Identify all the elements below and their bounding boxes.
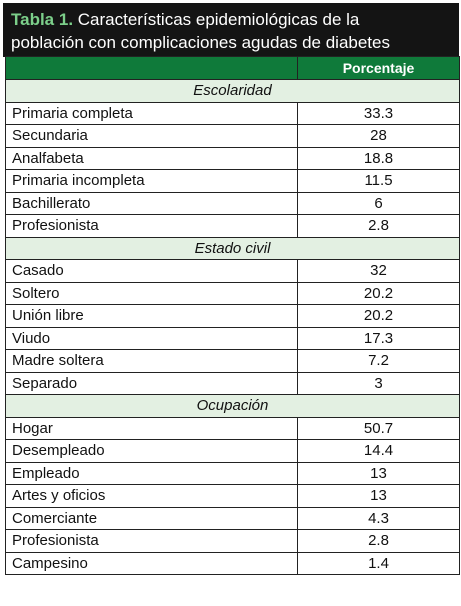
row-label: Casado [5,259,298,283]
section-row: Escolaridad [5,79,460,103]
section-title: Estado civil [5,236,460,260]
table-row: Madre soltera 7.2 [5,349,460,373]
table-row: Secundaria 28 [5,124,460,148]
row-label: Campesino [5,551,298,575]
table-row: Casado 32 [5,259,460,283]
row-value: 13 [297,461,460,485]
table-row: Soltero 20.2 [5,281,460,305]
row-value: 14.4 [297,439,460,463]
row-label: Primaria incompleta [5,169,298,193]
section-title: Escolaridad [5,79,460,103]
table-row: Hogar 50.7 [5,416,460,440]
row-label: Artes y oficios [5,484,298,508]
table-row: Analfabeta 18.8 [5,146,460,170]
row-value: 1.4 [297,551,460,575]
section-title: Ocupación [5,394,460,418]
table-caption: Tabla 1. Características epidemiológicas… [3,3,459,57]
table-row: Unión libre 20.2 [5,304,460,328]
section-row: Estado civil [5,236,460,260]
table-row: Separado 3 [5,371,460,395]
row-value: 20.2 [297,304,460,328]
row-value: 50.7 [297,416,460,440]
row-value: 33.3 [297,101,460,125]
row-value: 28 [297,124,460,148]
row-value: 32 [297,259,460,283]
row-label: Hogar [5,416,298,440]
table-row: Primaria completa 33.3 [5,101,460,125]
table-row: Viudo 17.3 [5,326,460,350]
caption-title-line-2: población con complicaciones agudas de d… [11,33,390,52]
row-label: Profesionista [5,214,298,238]
row-value: 3 [297,371,460,395]
table-row: Bachillerato 6 [5,191,460,215]
section-row: Ocupación [5,394,460,418]
row-label: Empleado [5,461,298,485]
data-table: Porcentaje Escolaridad Primaria completa 3… [5,56,460,575]
caption-label: Tabla 1. [11,10,74,29]
table-body: Escolaridad Primaria completa 33.3 Secundar… [5,79,460,575]
row-label: Separado [5,371,298,395]
row-label: Primaria completa [5,101,298,125]
row-value: 2.8 [297,214,460,238]
row-value: 11.5 [297,169,460,193]
table-row: Profesionista 2.8 [5,529,460,553]
row-label: Comerciante [5,506,298,530]
table-row: Primaria incompleta 11.5 [5,169,460,193]
row-label: Unión libre [5,304,298,328]
row-label: Soltero [5,281,298,305]
header-percent-cell: Porcentaje [297,56,460,80]
table-row: Comerciante 4.3 [5,506,460,530]
table-row: Desempleado 14.4 [5,439,460,463]
header-row: Porcentaje [5,56,460,80]
row-value: 4.3 [297,506,460,530]
row-label: Analfabeta [5,146,298,170]
caption-line-1: Tabla 1. Características epidemiológicas… [11,8,451,31]
row-label: Profesionista [5,529,298,553]
header-blank-cell [5,56,298,80]
caption-title-line-1: Características epidemiológicas de la [77,10,360,29]
table-row: Campesino 1.4 [5,551,460,575]
row-value: 7.2 [297,349,460,373]
table-row: Artes y oficios 13 [5,484,460,508]
row-label: Madre soltera [5,349,298,373]
row-value: 17.3 [297,326,460,350]
row-label: Desempleado [5,439,298,463]
row-value: 2.8 [297,529,460,553]
row-label: Secundaria [5,124,298,148]
row-value: 18.8 [297,146,460,170]
row-value: 13 [297,484,460,508]
row-value: 6 [297,191,460,215]
row-value: 20.2 [297,281,460,305]
row-label: Viudo [5,326,298,350]
table-row: Profesionista 2.8 [5,214,460,238]
table-row: Empleado 13 [5,461,460,485]
row-label: Bachillerato [5,191,298,215]
